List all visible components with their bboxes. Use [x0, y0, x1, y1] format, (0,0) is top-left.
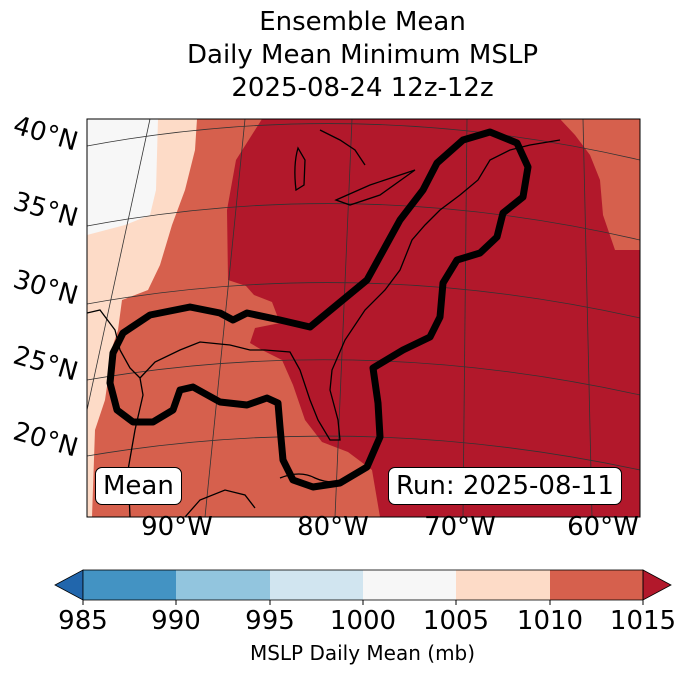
title-line-2: Daily Mean Minimum MSLP [186, 40, 538, 70]
region-1000-1005 [87, 119, 158, 235]
colorbar-bin [456, 570, 550, 600]
colorbar-bin [550, 570, 643, 600]
region-over-1015 [227, 119, 640, 517]
colorbar-tick-label: 1015 [609, 606, 677, 636]
colorbar-bin [270, 570, 364, 600]
colorbar-tick-label: 1000 [329, 606, 397, 636]
map-frame [86, 118, 641, 518]
colorbar-label: MSLP Daily Mean (mb) [249, 641, 476, 665]
colorbar-tick-label: 1010 [516, 606, 584, 636]
colorbar-tick-label: 995 [245, 606, 295, 636]
run-date-label: Run: 2025-08-11 [388, 467, 622, 505]
title-line-3: 2025-08-24 12z-12z [231, 73, 494, 103]
colorbar-tick-label: 990 [151, 606, 201, 636]
colorbar-over-arrow [642, 569, 672, 601]
lon-label-80w: 80°W [297, 512, 369, 542]
title-line-1: Ensemble Mean [259, 7, 466, 37]
colorbar-bin [83, 570, 177, 600]
colorbar-tick-label: 1005 [422, 606, 490, 636]
colorbar-tick-label: 985 [58, 606, 108, 636]
mean-label: Mean [95, 467, 182, 505]
coastlines [87, 129, 561, 517]
colorbar [54, 569, 672, 605]
lon-label-90w: 90°W [141, 512, 213, 542]
lon-label-70w: 70°W [424, 512, 496, 542]
colorbar-under-arrow [54, 569, 84, 601]
colorbar-bin [363, 570, 457, 600]
colorbar-bin [176, 570, 270, 600]
contour-outline [106, 128, 532, 491]
lon-label-60w: 60°W [567, 512, 639, 542]
